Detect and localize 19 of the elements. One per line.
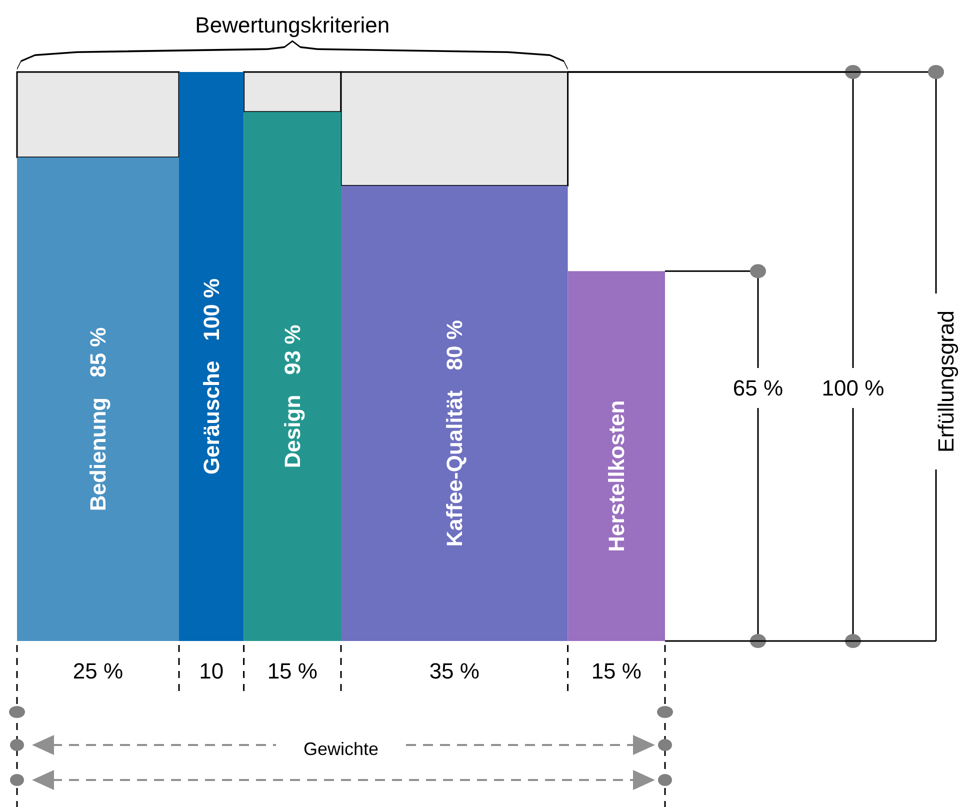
chart-title: Bewertungskriterien [195,12,390,38]
text: 100 % [822,376,884,400]
data-label: 85 % [86,327,110,378]
x-tick-label: Kaffee-Qualität [442,390,467,547]
text: Gewichte [303,739,379,759]
text: 10 [199,658,224,684]
text: Erfüllungsgrad [934,310,958,452]
data-label: 80 % [442,320,467,370]
text: 25 % [72,658,124,684]
text: 35 % [429,658,480,684]
text: 65 % [732,376,784,400]
data-label: 100 % [198,278,224,341]
text: 15 % [267,658,318,684]
data-label: 93 % [280,324,305,375]
x-tick-label: Geräusche [198,360,224,475]
text: 15 % [591,658,642,684]
x-tick-label: Herstellkosten [604,400,629,552]
x-tick-label: Bedienung [86,397,110,512]
x-tick-label: Design [280,394,305,468]
